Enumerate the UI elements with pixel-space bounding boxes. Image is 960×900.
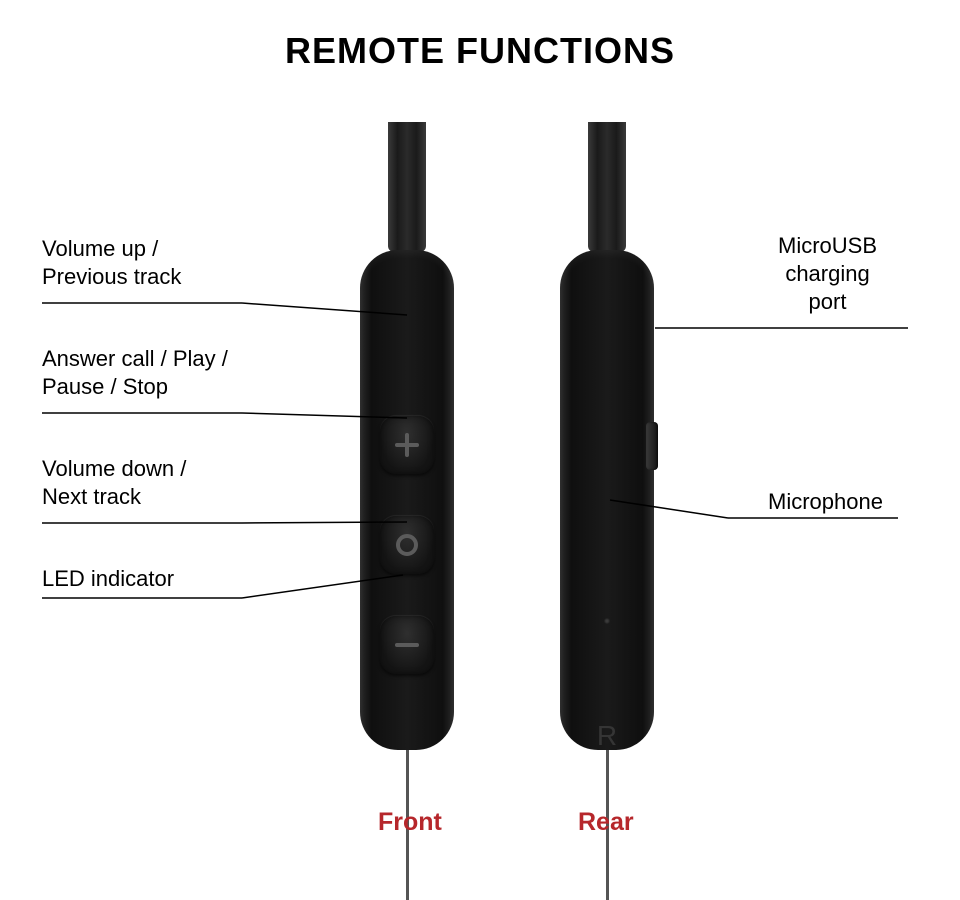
plus-button — [380, 416, 434, 474]
page-title: REMOTE FUNCTIONS — [0, 30, 960, 72]
label-mic: Microphone — [768, 488, 883, 516]
label-line1: MicroUSB — [778, 233, 877, 258]
label-answer: Answer call / Play / Pause / Stop — [42, 345, 228, 401]
front-body — [360, 250, 454, 750]
label-line2: charging — [785, 261, 869, 286]
label-line1: Volume up / — [42, 236, 158, 261]
label-line3: port — [809, 289, 847, 314]
r-letter: R — [597, 720, 617, 752]
usb-port — [646, 422, 658, 470]
caption-rear: Rear — [578, 808, 634, 837]
label-line2: Next track — [42, 484, 141, 509]
label-line1: Volume down / — [42, 456, 186, 481]
rear-cable-top — [588, 122, 626, 252]
mic-dot — [604, 618, 610, 624]
label-line2: Pause / Stop — [42, 374, 168, 399]
rear-body: R — [560, 250, 654, 750]
label-line2: Previous track — [42, 264, 181, 289]
circle-button — [380, 516, 434, 574]
label-line1: Answer call / Play / — [42, 346, 228, 371]
label-usb: MicroUSB charging port — [778, 232, 877, 316]
label-vol-up: Volume up / Previous track — [42, 235, 181, 291]
minus-button — [380, 616, 434, 674]
label-vol-down: Volume down / Next track — [42, 455, 186, 511]
label-led: LED indicator — [42, 565, 174, 593]
front-cable-top — [388, 122, 426, 252]
label-line1: LED indicator — [42, 566, 174, 591]
callout-lines — [0, 0, 960, 872]
label-line1: Microphone — [768, 489, 883, 514]
caption-front: Front — [378, 808, 442, 837]
